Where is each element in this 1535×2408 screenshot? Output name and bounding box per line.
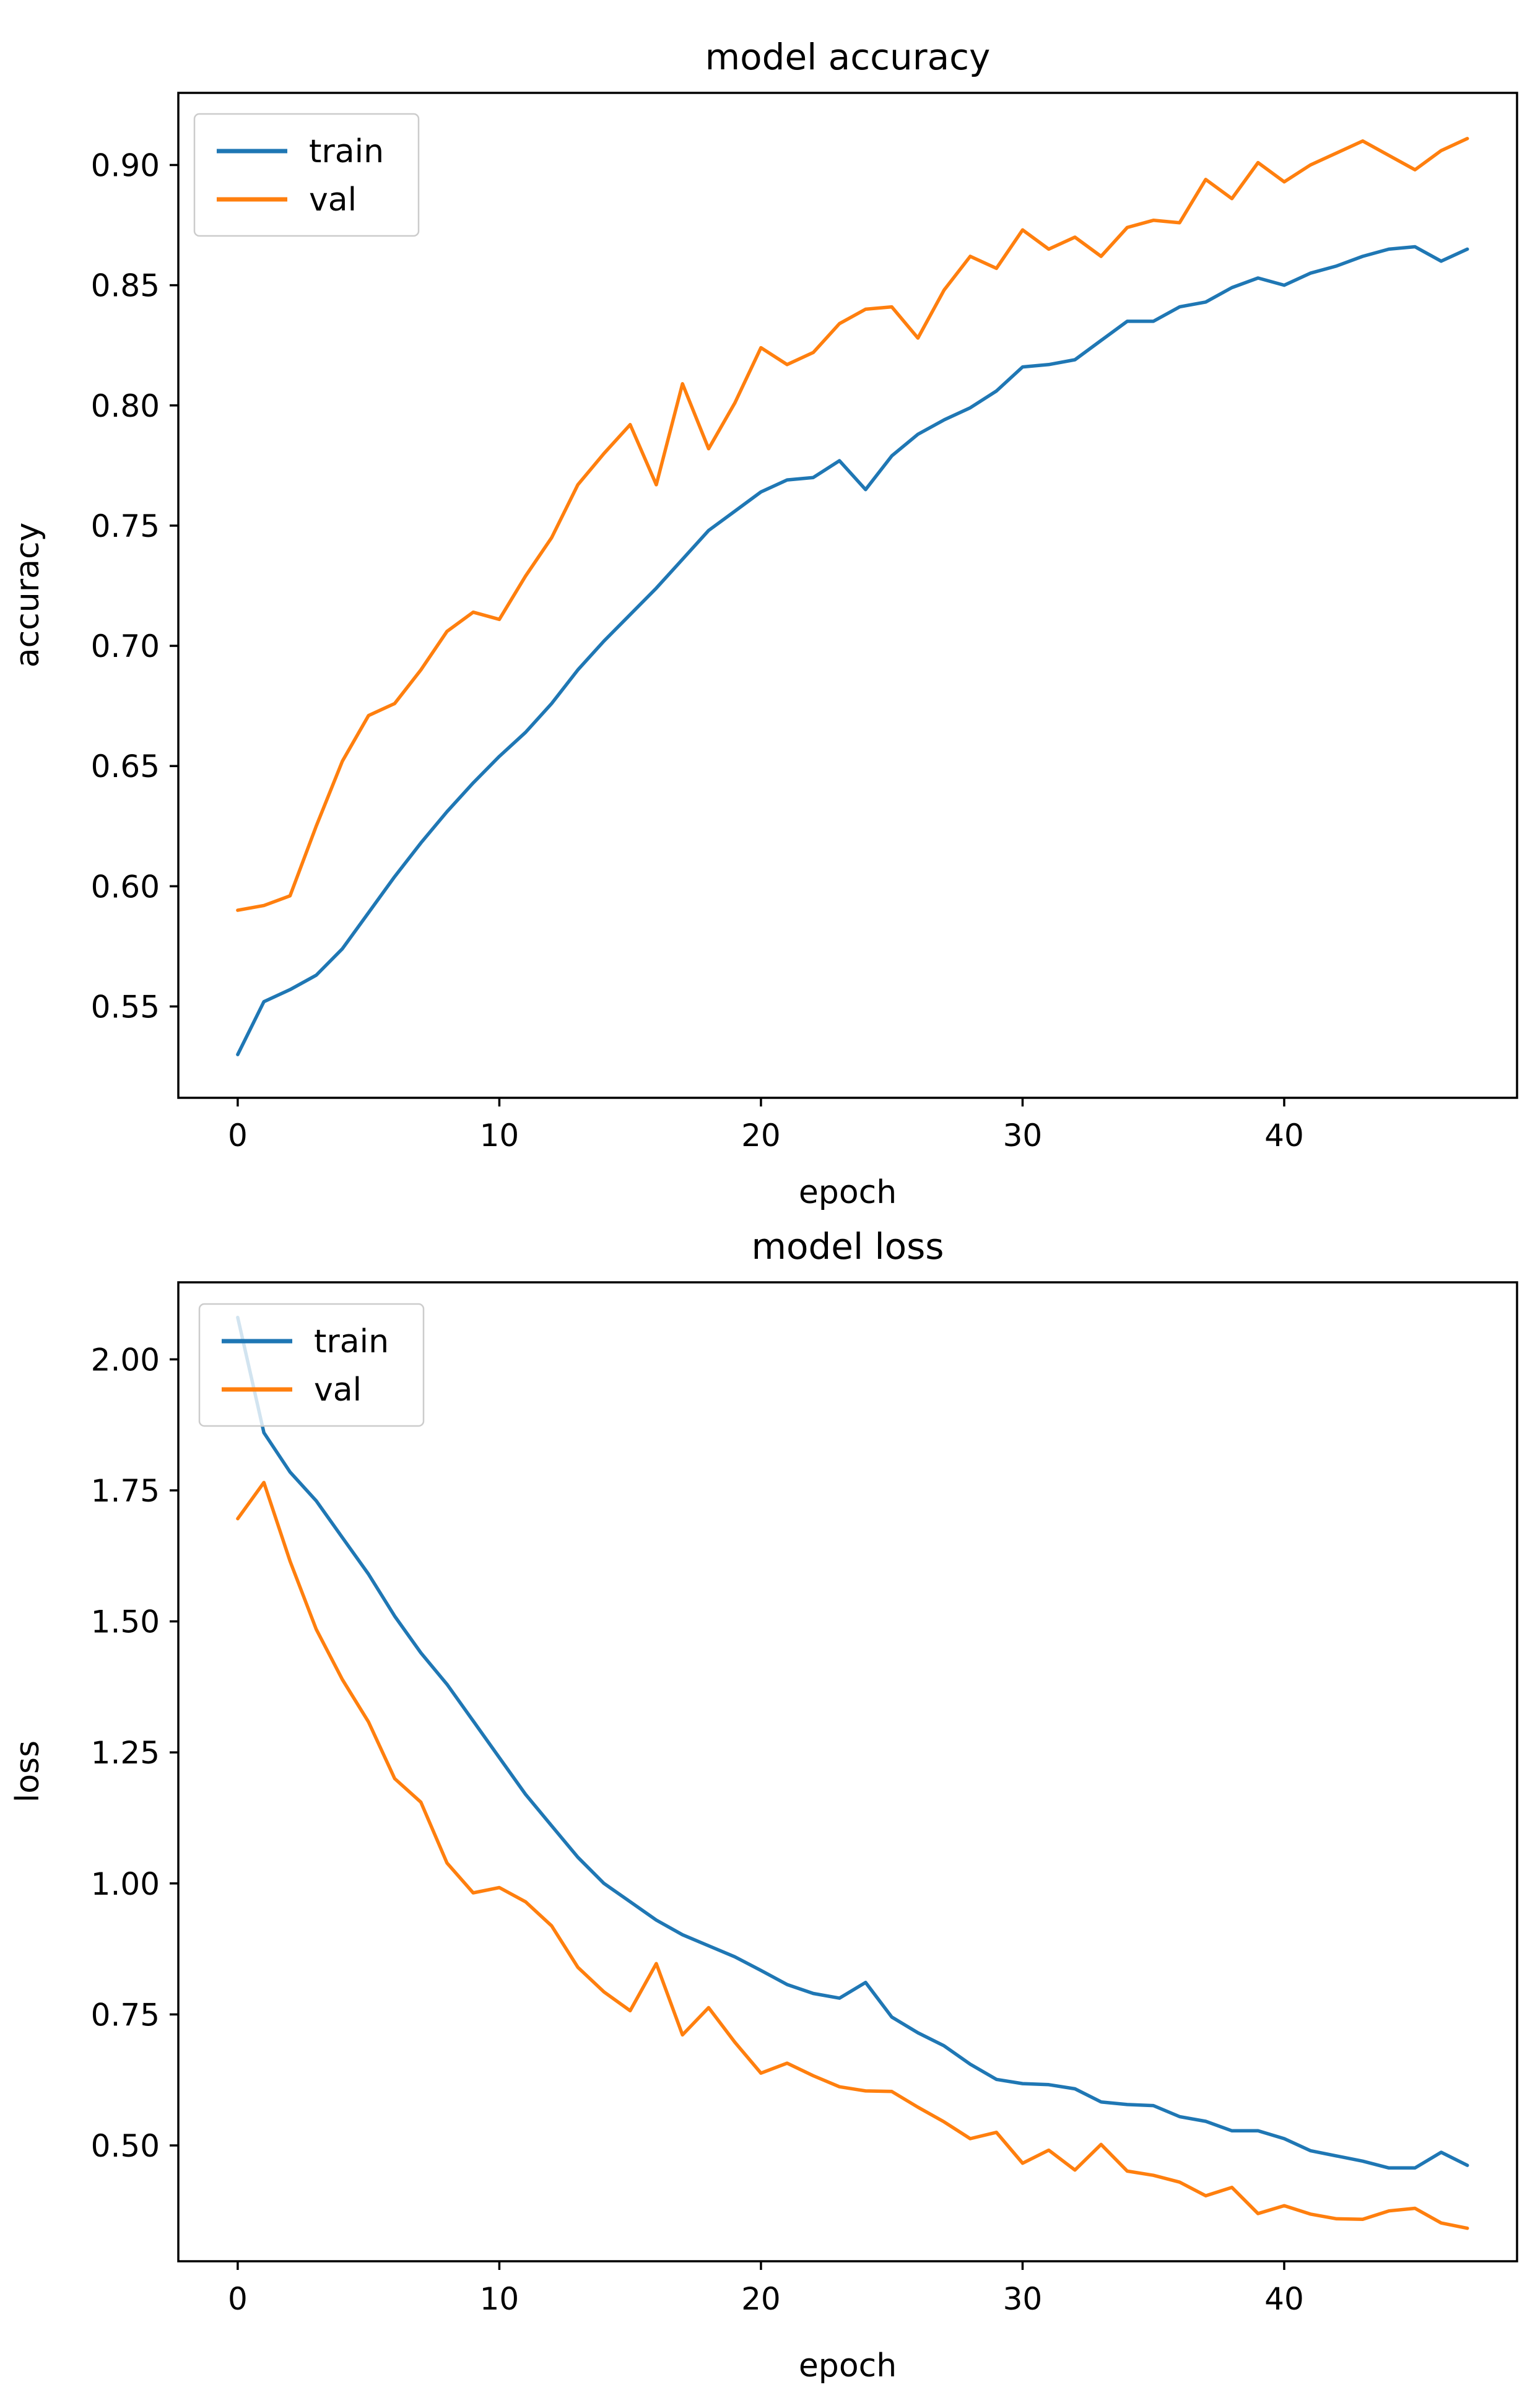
plot-border	[177, 92, 1518, 1099]
val-line	[236, 1480, 1469, 2230]
legend-val-label: val	[309, 181, 357, 219]
x-tick-label: 0	[228, 1118, 248, 1154]
series-lines	[236, 137, 1469, 1056]
y-tick-label: 1.25	[91, 1735, 160, 1771]
y-tick-label: 1.50	[91, 1604, 160, 1640]
y-tick-label: 0.90	[91, 147, 160, 183]
y-tick-label: 0.75	[91, 508, 160, 544]
loss-subplot: 0 10 20 30 40 0.50 0.75 1.00 1.25 1.50 1.75 2.00 tra…	[91, 1281, 1518, 2317]
series-lines	[236, 1315, 1469, 2230]
x-tick-label: 40	[1264, 2281, 1304, 2317]
plot-border	[177, 1281, 1518, 2262]
x-tick-label: 30	[1003, 2281, 1043, 2317]
loss-chart-title: model loss	[751, 1225, 944, 1267]
y-tick-label: 0.75	[91, 1997, 160, 2033]
accuracy-chart-title: model accuracy	[705, 36, 991, 78]
accuracy-y-axis-label: accuracy	[9, 523, 46, 668]
accuracy-subplot: 0 10 20 30 40 0.55 0.60 0.65 0.70 0.75 0.80 0.85 0.9…	[91, 92, 1518, 1154]
y-tick-label: 0.80	[91, 388, 160, 424]
x-tick-label: 0	[228, 2281, 248, 2317]
x-tick-label: 10	[480, 2281, 520, 2317]
x-tick-label: 40	[1264, 1118, 1304, 1154]
y-tick-label: 0.65	[91, 749, 160, 785]
y-tick-label: 0.50	[91, 2128, 160, 2164]
train-line	[236, 245, 1469, 1056]
legend-val-label: val	[314, 1371, 362, 1409]
y-tick-label: 0.55	[91, 989, 160, 1025]
x-tick-label: 30	[1003, 1118, 1043, 1154]
val-line	[236, 137, 1469, 912]
y-tick-label: 2.00	[91, 1342, 160, 1378]
legend: train val	[193, 113, 420, 237]
accuracy-x-axis-label: epoch	[799, 1174, 897, 1211]
legend-train-label: train	[309, 133, 384, 170]
y-tick-label: 0.85	[91, 268, 160, 304]
x-tick-label: 20	[741, 2281, 781, 2317]
x-tick-label: 20	[741, 1118, 781, 1154]
legend-box	[193, 113, 420, 237]
train-line	[236, 1315, 1469, 2170]
legend-box	[198, 1303, 425, 1427]
loss-y-axis-label: loss	[9, 1741, 46, 1802]
legend-train-label: train	[314, 1323, 389, 1360]
y-tick-label: 0.60	[91, 869, 160, 905]
legend: train val	[198, 1303, 425, 1427]
y-tick-label: 1.75	[91, 1473, 160, 1509]
y-tick-label: 1.00	[91, 1866, 160, 1902]
x-tick-label: 10	[480, 1118, 520, 1154]
y-tick-label: 0.70	[91, 628, 160, 664]
loss-x-axis-label: epoch	[799, 2347, 897, 2384]
